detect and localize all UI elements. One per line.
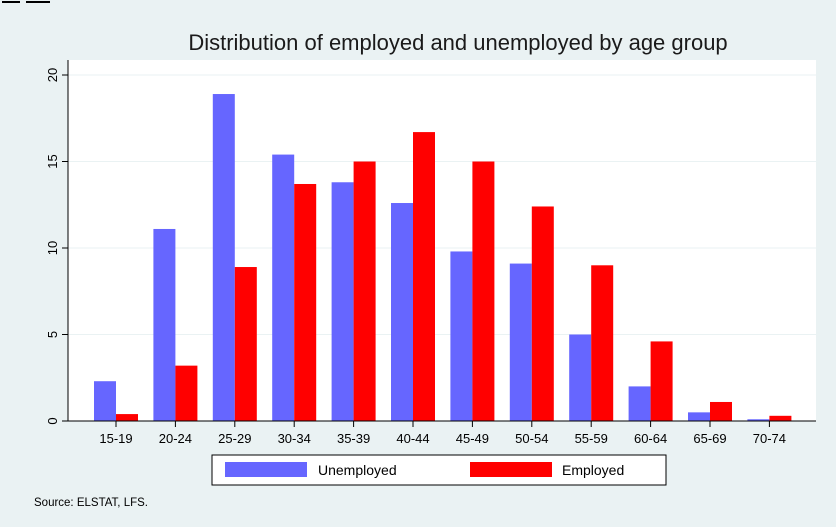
y-tick-label: 20 [45, 68, 60, 82]
x-tick-label: 45-49 [456, 431, 489, 446]
legend-label-employed: Employed [562, 462, 624, 478]
bar-employed-20-24 [175, 365, 198, 421]
y-tick-label: 10 [45, 241, 60, 255]
bar-employed-45-49 [472, 161, 495, 421]
bar-unemployed-70-74 [747, 419, 770, 421]
bar-employed-15-19 [116, 414, 138, 421]
bar-unemployed-65-69 [688, 412, 710, 421]
bars [94, 94, 792, 421]
y-tick-label: 5 [45, 331, 60, 338]
x-tick-label: 55-59 [575, 431, 608, 446]
bar-employed-25-29 [234, 267, 257, 421]
x-tick-label: 60-64 [634, 431, 667, 446]
bar-unemployed-45-49 [450, 251, 473, 421]
bar-employed-35-39 [353, 161, 376, 421]
chart-title: Distribution of employed and unemployed … [188, 30, 727, 55]
bar-unemployed-55-59 [569, 334, 592, 421]
grid-lines [68, 74, 816, 335]
bar-employed-30-34 [294, 183, 317, 421]
bar-unemployed-60-64 [628, 386, 651, 421]
bar-unemployed-50-54 [509, 263, 532, 421]
x-tick-label: 40-44 [396, 431, 429, 446]
legend: Unemployed Employed [211, 454, 667, 486]
x-tick-label: 30-34 [278, 431, 311, 446]
bar-employed-40-44 [413, 132, 435, 421]
x-tick-label: 70-74 [753, 431, 786, 446]
bar-unemployed-40-44 [391, 203, 413, 421]
bar-unemployed-35-39 [331, 182, 354, 421]
plot-area [68, 60, 816, 421]
x-axis-ticks: 15-19 20-24 25-29 30-34 35-39 40-44 45-49 50-54… [99, 421, 786, 446]
bar-employed-70-74 [769, 415, 792, 421]
source-note: Source: ELSTAT, LFS. [34, 497, 148, 509]
x-tick-label: 25-29 [218, 431, 251, 446]
y-tick-label: 15 [45, 154, 60, 168]
bar-unemployed-15-19 [94, 381, 116, 421]
x-tick-label: 35-39 [337, 431, 370, 446]
x-tick-label: 65-69 [693, 431, 726, 446]
legend-swatch-unemployed [225, 462, 307, 477]
bar-employed-55-59 [591, 265, 614, 421]
y-axis-ticks: 0 5 10 15 20 [45, 68, 68, 425]
x-tick-label: 20-24 [159, 431, 192, 446]
bar-employed-50-54 [531, 206, 554, 421]
x-tick-label: 15-19 [99, 431, 132, 446]
x-tick-label: 50-54 [515, 431, 548, 446]
bar-unemployed-20-24 [153, 228, 176, 421]
bar-employed-65-69 [710, 401, 732, 421]
legend-swatch-employed [470, 462, 552, 477]
bar-unemployed-25-29 [212, 94, 235, 421]
bar-employed-60-64 [650, 341, 673, 421]
y-tick-label: 0 [45, 417, 60, 424]
bar-unemployed-30-34 [272, 154, 295, 421]
legend-label-unemployed: Unemployed [318, 462, 397, 478]
